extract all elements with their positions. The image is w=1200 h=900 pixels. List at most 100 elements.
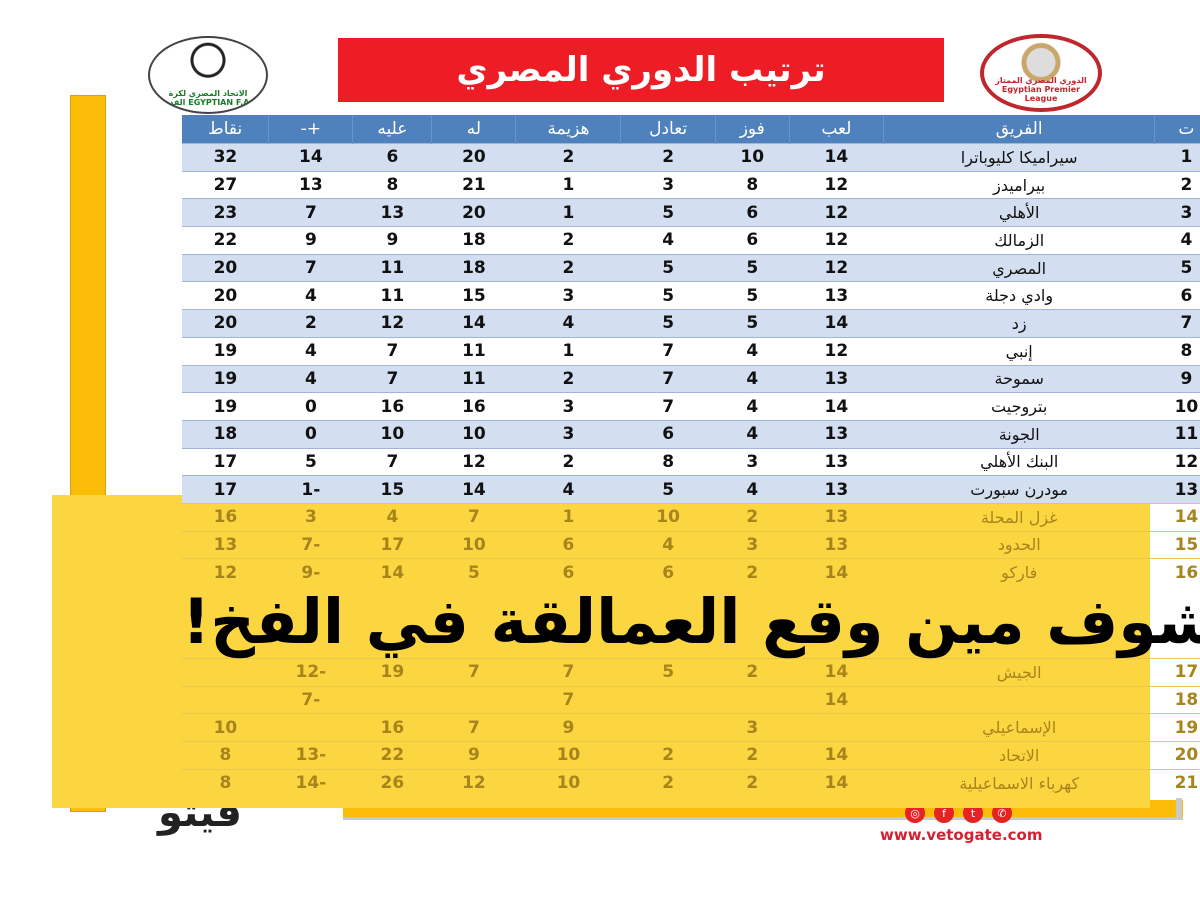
cell-goals-for: 11 xyxy=(431,336,516,365)
cell-played: 13 xyxy=(789,502,884,532)
cell-played: 14 xyxy=(789,143,884,172)
column-header-goals-against: عليه xyxy=(352,115,433,144)
efa-logo-text: الاتحاد المصري لكرة القدم EGYPTIAN F.A. xyxy=(163,89,253,107)
cell-rank: 17 xyxy=(1154,658,1200,687)
cell-rank: 8 xyxy=(1154,336,1200,365)
whatsapp-icon[interactable]: ✆ xyxy=(992,803,1012,823)
instagram-icon[interactable]: ◎ xyxy=(905,803,925,823)
cell-team: الاتحاد xyxy=(883,741,1155,770)
cell-drawn: 8 xyxy=(620,447,716,476)
table-row: 19 الإسماعيلي 3 9 7 16 10 xyxy=(182,713,1200,742)
cell-rank: 1 xyxy=(1154,143,1200,172)
cell-rank: 9 xyxy=(1154,364,1200,393)
cell-won: 6 xyxy=(715,226,790,255)
cell-won: 2 xyxy=(715,741,790,770)
cell-lost: 3 xyxy=(515,392,621,421)
cell-played: 13 xyxy=(789,419,884,449)
cell-team: سموحة xyxy=(883,364,1155,393)
cell-lost: 10 xyxy=(515,741,621,770)
cell-goals-against: 13 xyxy=(352,198,432,227)
cell-played: 12 xyxy=(789,170,884,199)
table-row: 10 بتروجيت 14 4 7 3 16 16 0 19 xyxy=(182,392,1200,421)
cell-rank: 20 xyxy=(1154,741,1200,770)
cell-goal-diff: 5 xyxy=(268,447,353,476)
cell-points: 20 xyxy=(182,309,269,338)
cell-played: 14 xyxy=(789,558,884,586)
cell-points: 18 xyxy=(182,419,269,449)
cell-won xyxy=(715,685,790,714)
cell-team: وادي دجلة xyxy=(883,281,1155,310)
cell-goals-against: 22 xyxy=(352,741,432,770)
twitter-icon[interactable]: t xyxy=(963,803,983,823)
cell-lost: 10 xyxy=(515,768,621,797)
cell-team: كهرباء الاسماعيلية xyxy=(883,768,1155,797)
cell-goals-against xyxy=(352,685,432,714)
cell-goal-diff: 4 xyxy=(268,336,353,365)
cell-lost: 4 xyxy=(515,309,621,338)
cell-goals-for: 20 xyxy=(431,198,516,227)
cell-goal-diff: 13 xyxy=(268,170,353,199)
cell-drawn: 7 xyxy=(620,336,716,365)
cell-won: 6 xyxy=(715,198,790,227)
cell-rank: 10 xyxy=(1154,392,1200,421)
cell-team: إنبي xyxy=(883,336,1155,365)
headline-row: شوف مين وقع العمالقة في الفخ! xyxy=(182,586,1200,659)
cell-points: 32 xyxy=(182,143,269,172)
cell-drawn: 2 xyxy=(620,741,716,770)
cell-goal-diff: -1 xyxy=(268,475,353,504)
cell-lost: 3 xyxy=(515,419,621,449)
epl-logo-text: الدوري المصري الممتاز Egyptian Premier L… xyxy=(995,76,1087,103)
cell-goal-diff: -12 xyxy=(268,658,353,687)
table-row: 1 سيراميكا كليوباترا 14 10 2 2 20 6 14 32 xyxy=(182,143,1200,172)
cell-points: 12 xyxy=(182,558,269,586)
cell-goals-for: 20 xyxy=(431,143,516,172)
cell-drawn: 2 xyxy=(620,768,716,797)
cell-goal-diff: -14 xyxy=(268,768,353,797)
cell-goals-against: 10 xyxy=(352,419,432,449)
cell-drawn: 6 xyxy=(620,419,716,449)
table-row: 5 المصري 12 5 5 2 18 11 7 20 xyxy=(182,253,1200,282)
cell-goals-for: 11 xyxy=(431,364,516,393)
cell-won: 4 xyxy=(715,392,790,421)
column-header-won: فوز xyxy=(715,115,790,144)
cell-played: 14 xyxy=(789,309,884,338)
cell-rank: 7 xyxy=(1154,309,1200,338)
cell-drawn: 5 xyxy=(620,658,716,687)
cell-goal-diff: 0 xyxy=(268,392,353,421)
cell-lost: 6 xyxy=(515,558,621,586)
cell-won: 3 xyxy=(715,447,790,476)
cell-points: 20 xyxy=(182,281,269,310)
column-header-played: لعب xyxy=(789,115,885,144)
cell-goals-for: 14 xyxy=(431,475,516,504)
cell-drawn: 2 xyxy=(620,143,716,172)
cell-goals-for: 21 xyxy=(431,170,516,199)
cell-goal-diff: 7 xyxy=(268,253,353,282)
cell-team: الإسماعيلي xyxy=(883,713,1155,742)
site-url[interactable]: www.vetogate.com xyxy=(880,826,1043,844)
cell-goals-for: 18 xyxy=(431,226,516,255)
table-row: 21 كهرباء الاسماعيلية 14 2 2 10 12 26 -14 8 xyxy=(182,768,1200,797)
cell-drawn: 4 xyxy=(620,530,716,559)
cell-won: 5 xyxy=(715,309,790,338)
cell-goals-for: 18 xyxy=(431,253,516,282)
table-row: 2 بيراميدز 12 8 3 1 21 8 13 27 xyxy=(182,170,1200,199)
cell-rank: 5 xyxy=(1154,253,1200,282)
cell-points: 8 xyxy=(182,741,269,770)
cell-goals-for: 10 xyxy=(431,419,516,449)
cell-played: 13 xyxy=(789,281,884,310)
cell-goals-for: 10 xyxy=(431,530,516,559)
cell-goals-against: 15 xyxy=(352,475,432,504)
cell-points: 22 xyxy=(182,226,269,255)
cell-team: مودرن سبورت xyxy=(883,475,1155,504)
cell-rank: 13 xyxy=(1154,475,1200,504)
cell-goals-against: 16 xyxy=(352,713,432,742)
cell-points: 13 xyxy=(182,530,269,559)
cell-lost: 2 xyxy=(515,253,621,282)
cell-team: المصري xyxy=(883,253,1155,282)
column-header-team: الفريق xyxy=(883,115,1156,144)
cell-team: البنك الأهلي xyxy=(883,447,1155,476)
egyptian-fa-logo: الاتحاد المصري لكرة القدم EGYPTIAN F.A. xyxy=(148,36,268,114)
cell-points: 23 xyxy=(182,198,269,227)
facebook-icon[interactable]: f xyxy=(934,803,954,823)
table-row: 12 البنك الأهلي 13 3 8 2 12 7 5 17 xyxy=(182,447,1200,476)
